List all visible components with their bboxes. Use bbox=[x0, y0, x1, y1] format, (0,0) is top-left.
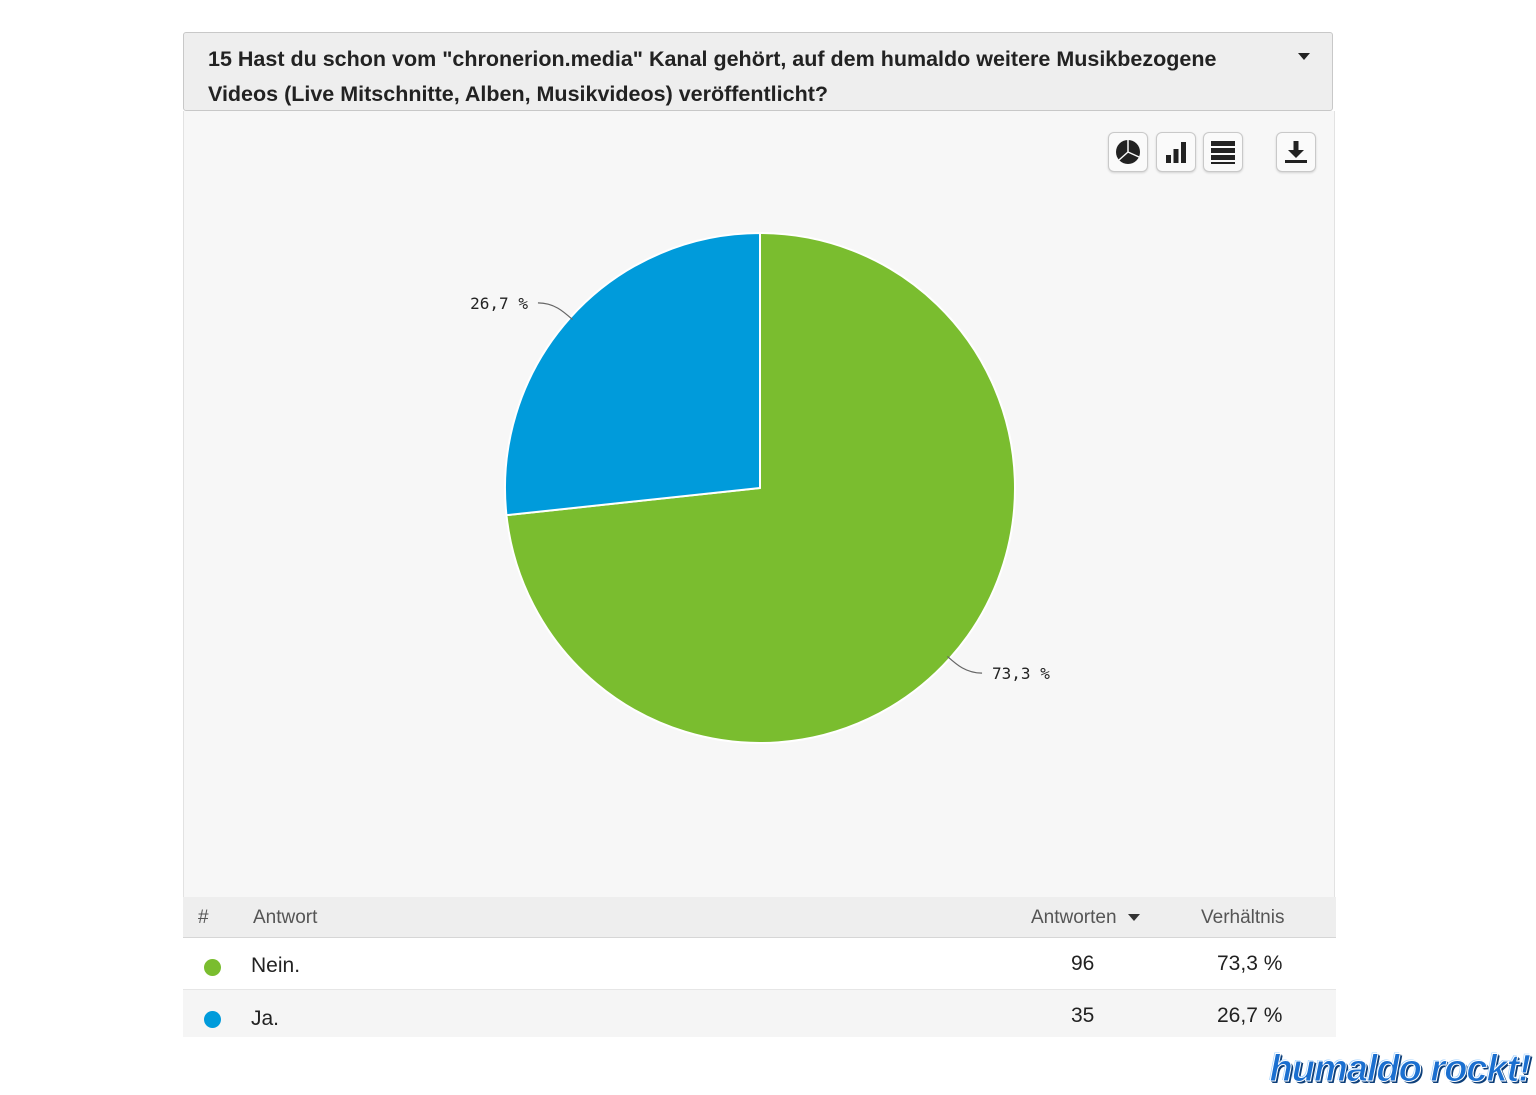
header-count-label: Antworten bbox=[1031, 907, 1117, 928]
sort-caret-icon bbox=[1127, 914, 1140, 922]
answer-ratio: 26,7 % bbox=[1217, 1004, 1283, 1027]
data-label: 26,7 % bbox=[470, 294, 528, 313]
header-count[interactable]: Antworten bbox=[1031, 907, 1140, 929]
download-icon bbox=[1285, 141, 1307, 163]
question-title: 15 Hast du schon vom "chronerion.media" … bbox=[208, 42, 1288, 112]
pie-chart-button[interactable] bbox=[1108, 132, 1148, 172]
header-hash: # bbox=[198, 907, 209, 928]
data-label-connector bbox=[947, 655, 983, 674]
pie-slice-2[interactable] bbox=[504, 232, 761, 517]
answer-label: Nein. bbox=[251, 954, 301, 977]
bar-chart-icon bbox=[1166, 142, 1186, 163]
table-row: Ja. 35 26,7 % bbox=[183, 990, 1336, 1037]
table-icon bbox=[1211, 141, 1235, 164]
header-answer: Antwort bbox=[253, 907, 318, 928]
question-text: Hast du schon vom "chronerion.media" Kan… bbox=[208, 47, 1217, 106]
chevron-down-icon[interactable] bbox=[1298, 53, 1310, 60]
legend-dot bbox=[204, 959, 221, 976]
answer-count: 35 bbox=[1071, 1004, 1095, 1027]
table-row: Nein. 96 73,3 % bbox=[183, 938, 1336, 990]
table-view-button[interactable] bbox=[1203, 132, 1243, 172]
answer-ratio: 73,3 % bbox=[1217, 952, 1283, 975]
pie-chart-icon bbox=[1116, 140, 1140, 164]
bar-chart-button[interactable] bbox=[1156, 132, 1196, 172]
humaldo-logo: humaldo rockt! bbox=[1269, 1048, 1531, 1091]
table-header: # Antwort Antworten Verhältnis bbox=[183, 897, 1336, 938]
data-label: 73,3 % bbox=[992, 664, 1050, 683]
answer-count: 96 bbox=[1071, 952, 1095, 975]
question-header[interactable]: 15 Hast du schon vom "chronerion.media" … bbox=[183, 32, 1333, 111]
answer-label: Ja. bbox=[251, 1007, 280, 1030]
question-number: 15 bbox=[208, 47, 232, 71]
header-ratio: Verhältnis bbox=[1201, 907, 1285, 928]
data-label-connector bbox=[537, 302, 573, 321]
legend-dot bbox=[204, 1011, 221, 1028]
download-button[interactable] bbox=[1276, 132, 1316, 172]
